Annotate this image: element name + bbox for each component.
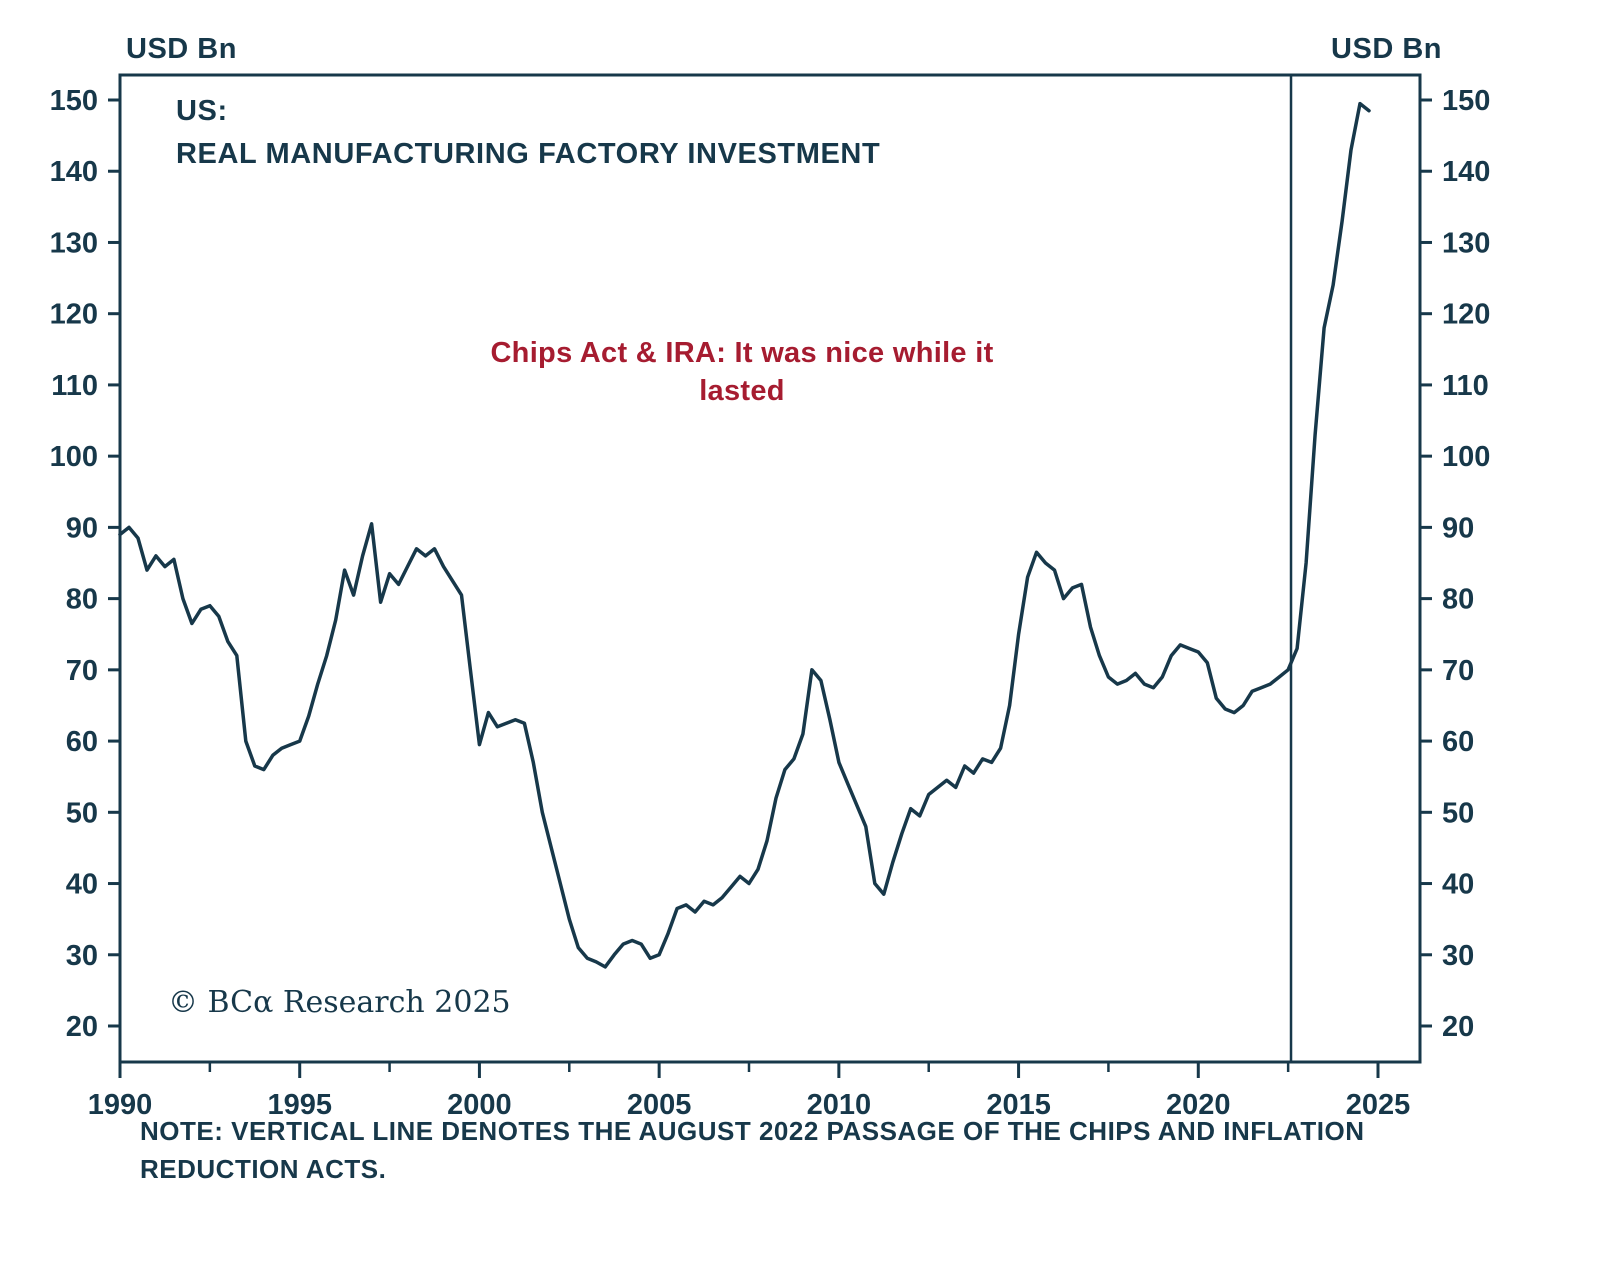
y-tick-label-left: 20 [66, 1011, 98, 1043]
y-tick-label-left: 150 [50, 85, 98, 117]
y-tick-label-right: 50 [1442, 797, 1474, 829]
annotation-line2: lasted [699, 375, 785, 407]
y-tick-label-left: 140 [50, 156, 98, 188]
y-tick-label-left: 80 [66, 584, 98, 616]
y-tick-label-right: 110 [1442, 370, 1489, 402]
y-tick-label-right: 120 [1442, 299, 1490, 331]
y-tick-label-right: 130 [1442, 227, 1490, 259]
x-tick-label: 2010 [807, 1089, 872, 1121]
y-tick-label-right: 80 [1442, 584, 1474, 616]
x-tick-label: 1995 [267, 1089, 332, 1121]
y-tick-label-right: 100 [1442, 441, 1490, 473]
y-tick-label-left: 50 [66, 797, 98, 829]
y-tick-label-right: 20 [1442, 1011, 1474, 1043]
y-tick-label-left: 100 [50, 441, 98, 473]
y-tick-label-right: 60 [1442, 726, 1474, 758]
y-tick-label-right: 70 [1442, 655, 1474, 687]
x-tick-label: 2005 [627, 1089, 692, 1121]
y-axis-unit-right: USD Bn [1331, 33, 1442, 65]
y-tick-label-right: 30 [1442, 940, 1474, 972]
y-tick-label-left: 40 [66, 869, 98, 901]
chart-title-line2: REAL MANUFACTURING FACTORY INVESTMENT [176, 138, 880, 170]
plot-frame [118, 73, 1422, 1064]
y-tick-label-left: 120 [50, 299, 98, 331]
x-tick-label: 2015 [986, 1089, 1051, 1121]
y-tick-label-left: 110 [51, 370, 98, 402]
plot-layer [118, 75, 1371, 1062]
y-axis-unit-left: USD Bn [126, 33, 237, 65]
y-tick-label-left: 60 [66, 726, 98, 758]
y-tick-label-left: 130 [50, 227, 98, 259]
investment-series-line [118, 101, 1371, 969]
y-tick-label-left: 70 [66, 655, 98, 687]
y-tick-label-right: 150 [1442, 85, 1490, 117]
x-tick-label: 1990 [88, 1089, 153, 1121]
x-tick-label: 2025 [1346, 1089, 1411, 1121]
note-line1: NOTE: VERTICAL LINE DENOTES THE AUGUST 2… [140, 1116, 1365, 1146]
copyright-text: © BCα Research 2025 [168, 985, 511, 1020]
annotation-line1: Chips Act & IRA: It was nice while it [490, 337, 993, 369]
y-tick-label-left: 90 [66, 512, 98, 544]
x-tick-label: 2020 [1166, 1089, 1231, 1121]
y-tick-label-right: 90 [1442, 512, 1474, 544]
chart-title-line1: US: [176, 95, 228, 127]
x-tick-label: 2000 [447, 1089, 512, 1121]
y-tick-label-right: 40 [1442, 869, 1474, 901]
y-tick-label-left: 30 [66, 940, 98, 972]
y-tick-label-right: 140 [1442, 156, 1490, 188]
note-line2: REDUCTION ACTS. [140, 1154, 386, 1184]
